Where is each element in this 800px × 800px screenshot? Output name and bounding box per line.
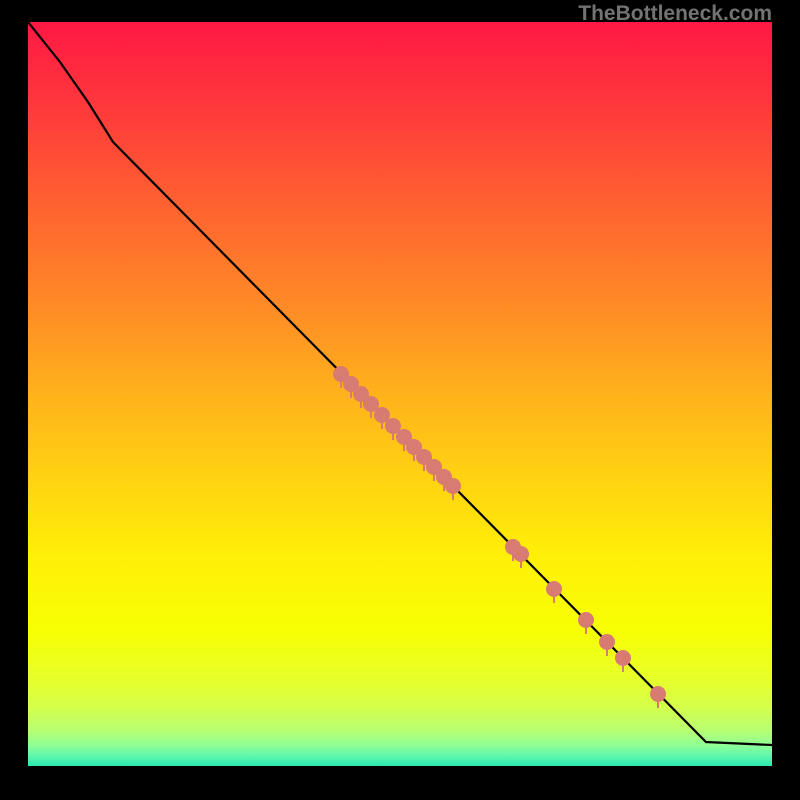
plot-area — [28, 22, 772, 766]
chart-svg — [28, 22, 772, 766]
gradient-background — [28, 22, 772, 766]
watermark-text: TheBottleneck.com — [578, 2, 772, 26]
chart-container: TheBottleneck.com — [0, 0, 800, 800]
